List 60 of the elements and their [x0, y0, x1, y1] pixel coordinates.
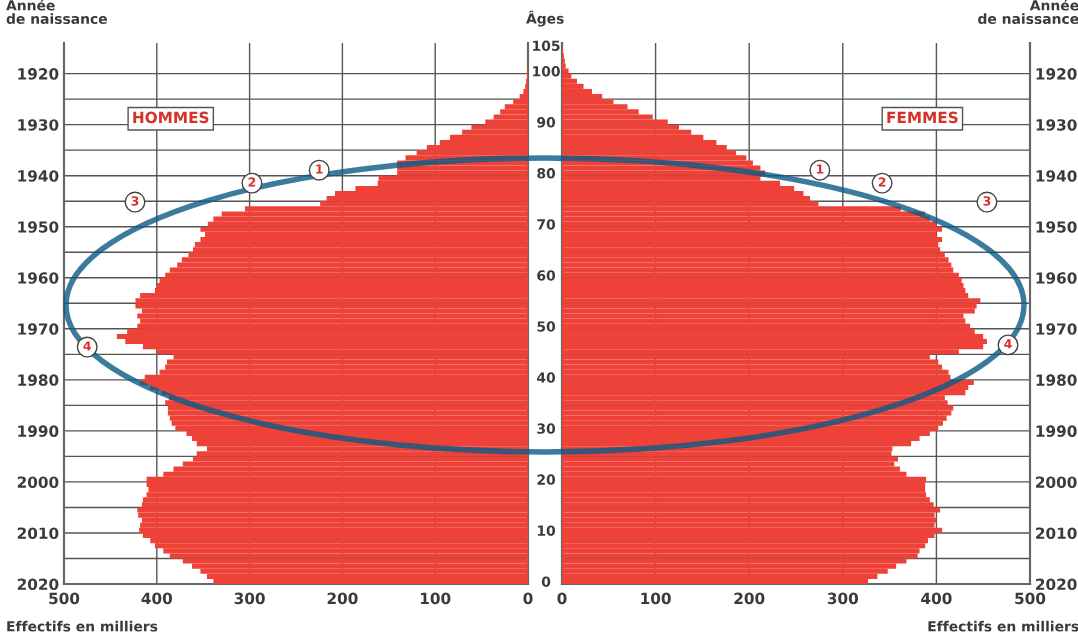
y-tick-label: 105 — [533, 40, 560, 52]
text: FEMMES — [887, 111, 958, 124]
y-tick-label: 100 — [533, 66, 560, 77]
annotation: 1 — [316, 164, 323, 174]
y2-tick-label: 1950 — [1036, 221, 1077, 233]
x-tick-label: 400 — [921, 592, 952, 605]
annotation: 4 — [1004, 339, 1012, 349]
y2-tick-label: 2000 — [1036, 476, 1077, 488]
annotation: 3 — [131, 196, 139, 206]
x-tick-label: 100 — [420, 592, 451, 605]
y2-tick-label: 2000 — [17, 476, 59, 488]
y-tick-label: 80 — [537, 168, 556, 179]
x-axis-title: Effectifs en milliers — [7, 620, 158, 632]
y2-tick-label: 1920 — [18, 68, 59, 80]
y2-tick-label: 1980 — [1036, 374, 1077, 386]
y-tick-label: 30 — [537, 423, 556, 434]
x-tick-label: 300 — [827, 592, 859, 605]
y2-tick-label: 1970 — [18, 323, 59, 335]
x-tick-label: 300 — [234, 592, 265, 605]
y-tick-label: 20 — [537, 474, 556, 485]
x-axis-title: Effectifs en milliers — [928, 620, 1078, 632]
y2-tick-label: 1990 — [18, 425, 59, 437]
annotation: 1 — [816, 164, 824, 174]
y-tick-label: 70 — [537, 219, 556, 230]
x-tick-label: 500 — [49, 592, 80, 605]
y2-axis-title: Année de naissance — [978, 0, 1078, 24]
y2-tick-label: 2010 — [17, 527, 59, 539]
y2-tick-label: 1930 — [18, 119, 59, 131]
annotation: 2 — [878, 177, 886, 187]
y2-tick-label: 2010 — [1036, 527, 1077, 539]
y2-tick-label: 1930 — [1036, 119, 1077, 131]
y2-tick-label: 1960 — [18, 272, 59, 284]
y-tick-label: 90 — [537, 117, 556, 128]
y2-tick-label: 1950 — [18, 221, 59, 233]
x-tick-label: 0 — [523, 592, 533, 605]
annotation: 3 — [983, 196, 991, 206]
y2-tick-label: 1990 — [1036, 425, 1077, 437]
y2-tick-label: 2020 — [1036, 578, 1077, 591]
text: HOMMES — [133, 111, 209, 124]
y-tick-label: 0 — [541, 576, 551, 587]
annotation: 4 — [83, 341, 91, 351]
x-tick-label: 500 — [1015, 592, 1046, 605]
y2-axis-title: Année de naissance — [6, 0, 107, 24]
y2-tick-label: 2020 — [17, 578, 59, 591]
y2-tick-label: 1940 — [1036, 170, 1077, 182]
y2-tick-label: 1970 — [1036, 323, 1077, 335]
y-tick-label: 60 — [537, 270, 556, 281]
y2-tick-label: 1980 — [18, 374, 59, 386]
x-tick-label: 100 — [641, 592, 671, 605]
y-tick-label: 10 — [537, 525, 556, 536]
y-tick-label: 40 — [537, 372, 556, 383]
y-axis-title: Âges — [526, 10, 564, 27]
y-tick-label: 50 — [537, 321, 556, 332]
annotation: 2 — [248, 177, 256, 187]
x-tick-label: 200 — [327, 592, 358, 605]
y2-tick-label: 1960 — [1036, 272, 1077, 284]
y2-tick-label: 1940 — [18, 170, 59, 182]
x-tick-label: 200 — [734, 592, 765, 605]
y2-tick-label: 1920 — [1036, 68, 1077, 80]
x-tick-label: 400 — [141, 592, 173, 605]
